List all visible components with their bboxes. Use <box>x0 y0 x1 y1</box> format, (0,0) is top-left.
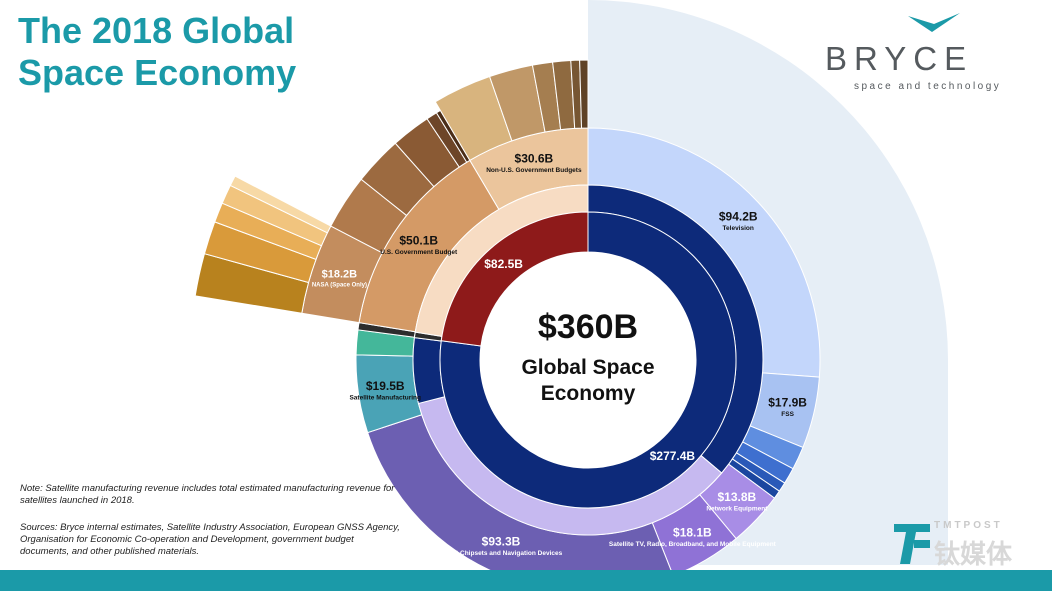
bottom-bar <box>0 570 1052 591</box>
name-label-satellite-tv-radio-broadband-and-mobile-equipment: Satellite TV, Radio, Broadband, and Mobi… <box>609 541 777 548</box>
inner-label-non-satellite-industry: $82.5B <box>484 257 523 271</box>
name-label-satellite-manufacturing: Satellite Manufacturing <box>349 395 421 402</box>
watermark-text-big: 钛媒体 <box>934 540 1013 570</box>
value-label-network-equipment: $13.8B <box>718 490 757 504</box>
non-us-budget-segment-india <box>579 59 589 129</box>
inner-label-satellite-industry: $277.4B <box>650 449 696 463</box>
name-label-u-s-government-budget: U.S. Government Budget <box>380 249 458 256</box>
title-line-2: Space Economy <box>18 52 297 93</box>
value-label-non-u-s-government-budgets: $30.6B <box>515 151 554 165</box>
footnote: Note: Satellite manufacturing revenue in… <box>20 483 395 506</box>
name-label-television: Television <box>723 225 754 232</box>
logo-wordmark: BRYCE <box>825 40 974 77</box>
page-title: The 2018 Global Space Economy <box>18 10 348 94</box>
value-label-gnss-chipsets-and-navigation-devices: $93.3B <box>482 535 521 549</box>
center-label-line-2: Economy <box>541 382 636 405</box>
name-label-non-u-s-government-budgets: Non-U.S. Government Budgets <box>486 167 582 174</box>
value-label-nasa-space-only: $18.2B <box>322 268 358 280</box>
sources-note: Sources: Bryce internal estimates, Satel… <box>20 522 400 557</box>
watermark: TMTPOST 钛媒体 <box>890 512 1050 572</box>
value-label-satellite-manufacturing: $19.5B <box>366 379 405 393</box>
center-disc <box>480 252 696 468</box>
name-label-gnss-chipsets-and-navigation-devices: GNSS Chipsets and Navigation Devices <box>440 550 563 557</box>
nasa-breakdown-segment-other <box>229 175 332 234</box>
name-label-network-equipment: Network Equipment <box>706 505 768 512</box>
title-line-1: The 2018 Global <box>18 10 295 51</box>
value-label-television: $94.2B <box>719 209 758 223</box>
watermark-text-small: TMTPOST <box>934 520 1003 531</box>
bryce-logo: BRYCE space and technology <box>820 10 1040 95</box>
value-label-fss: $17.9B <box>768 396 807 410</box>
value-label-u-s-government-budget: $50.1B <box>399 233 438 247</box>
logo-tagline: space and technology <box>854 81 1002 92</box>
center-value: $360B <box>538 308 638 346</box>
chevron-logo-icon <box>908 13 960 32</box>
center-label-line-1: Global Space <box>521 356 654 379</box>
watermark-logo-icon <box>894 524 930 564</box>
name-label-fss: FSS <box>781 411 794 418</box>
name-label-nasa-space-only: NASA (Space Only) <box>312 282 367 288</box>
value-label-satellite-tv-radio-broadband-and-mobile-equipment: $18.1B <box>673 525 712 539</box>
